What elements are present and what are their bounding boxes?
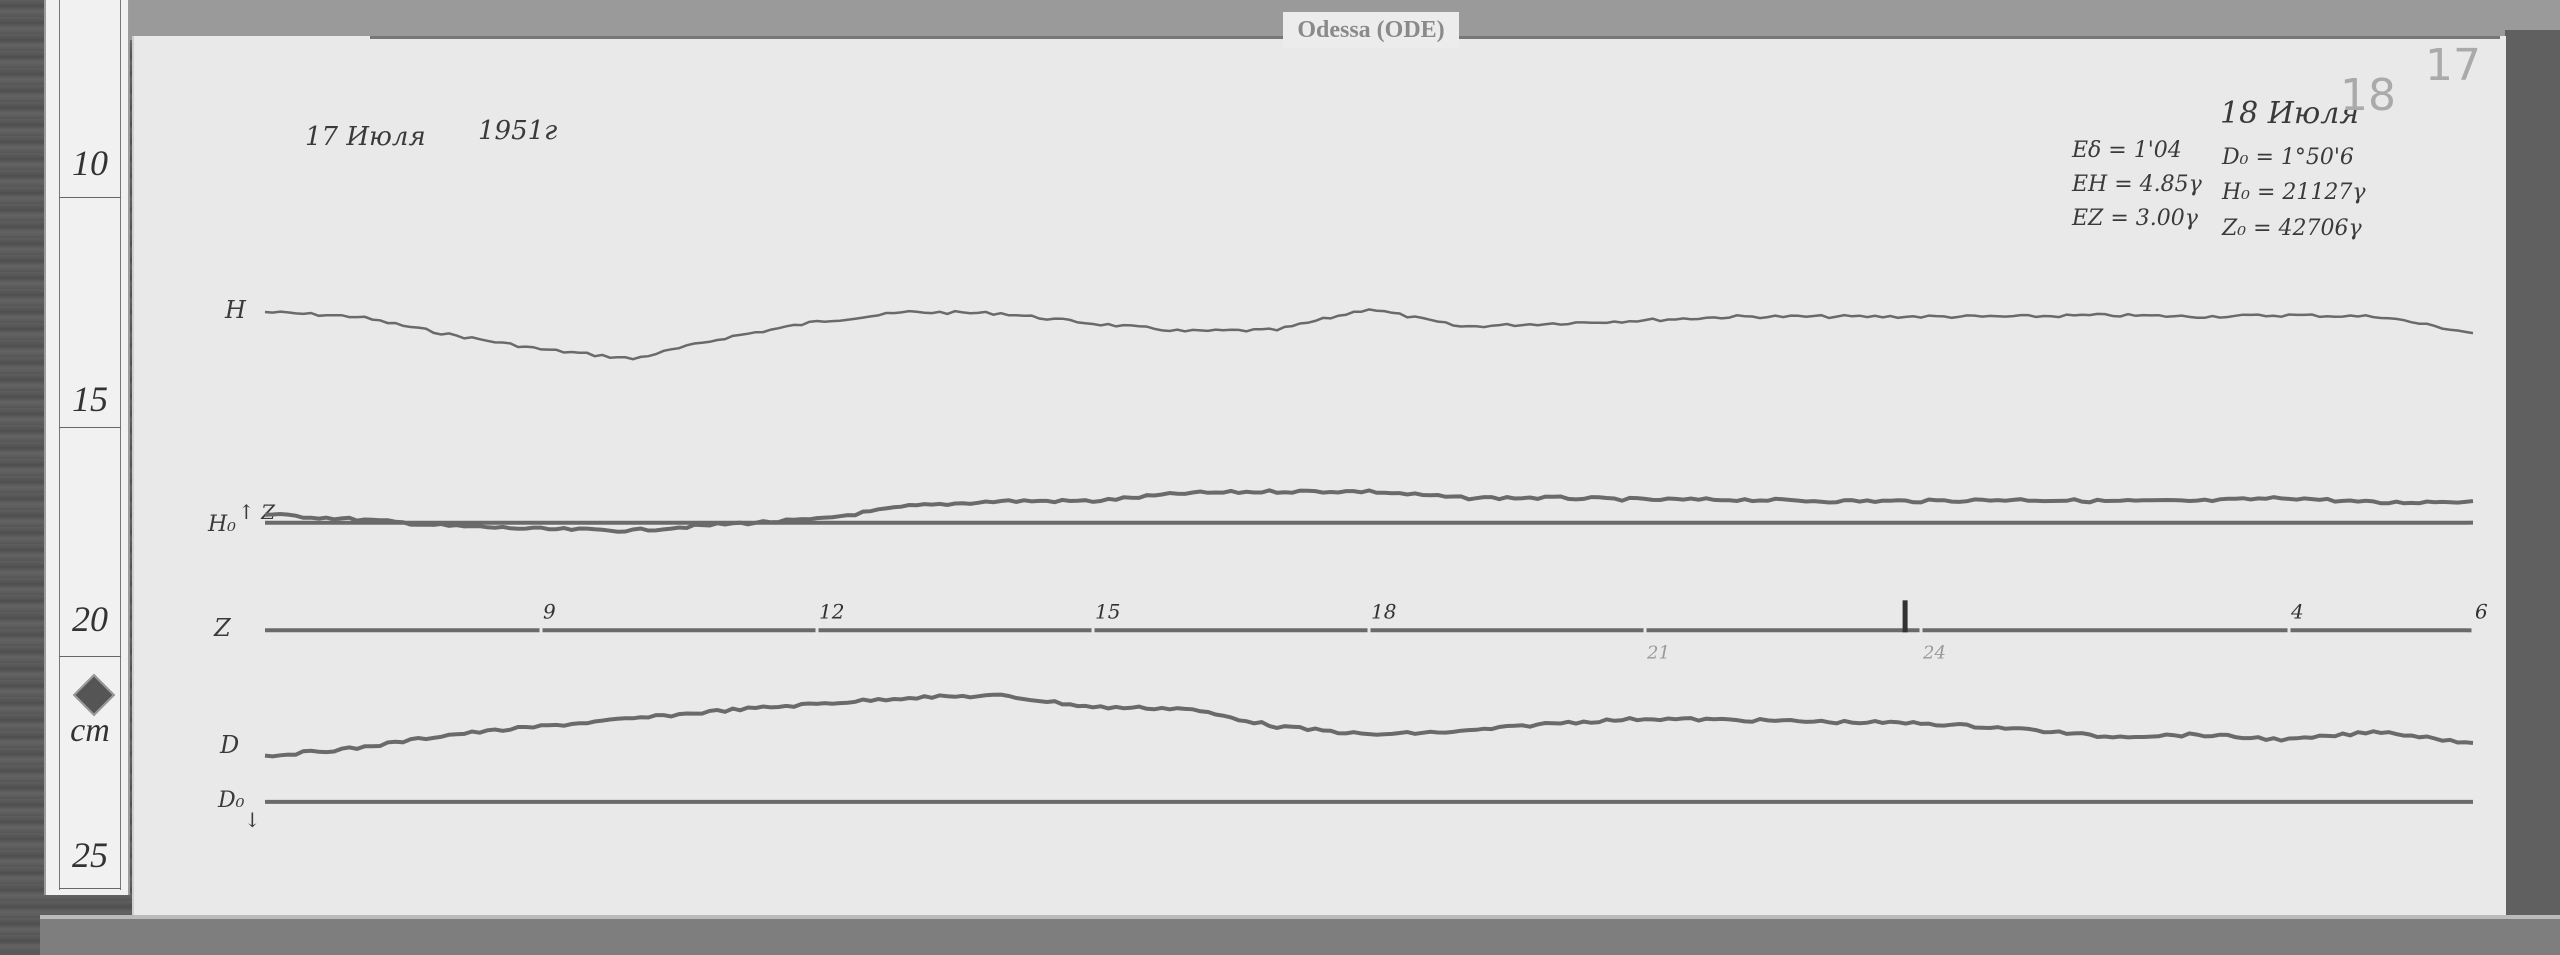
midnight-marker [1903,600,1908,632]
time-tick-label: 12 [819,599,844,623]
trace-line [265,695,2473,757]
series-h [265,309,2473,360]
time-tick-label: 9 [543,599,556,623]
trace-line [265,490,2473,531]
trace-line [265,309,2473,359]
time-tick-label: 24 [1922,642,1946,663]
time-tick-label: 18 [1371,599,1396,623]
time-tick-label: 15 [1095,599,1120,623]
series-d [265,695,2473,757]
time-tick-label: 21 [1646,642,1670,663]
time-tick-label: 6 [2475,599,2488,623]
time-tick-label: 4 [2290,599,2304,623]
series-z [265,490,2473,531]
